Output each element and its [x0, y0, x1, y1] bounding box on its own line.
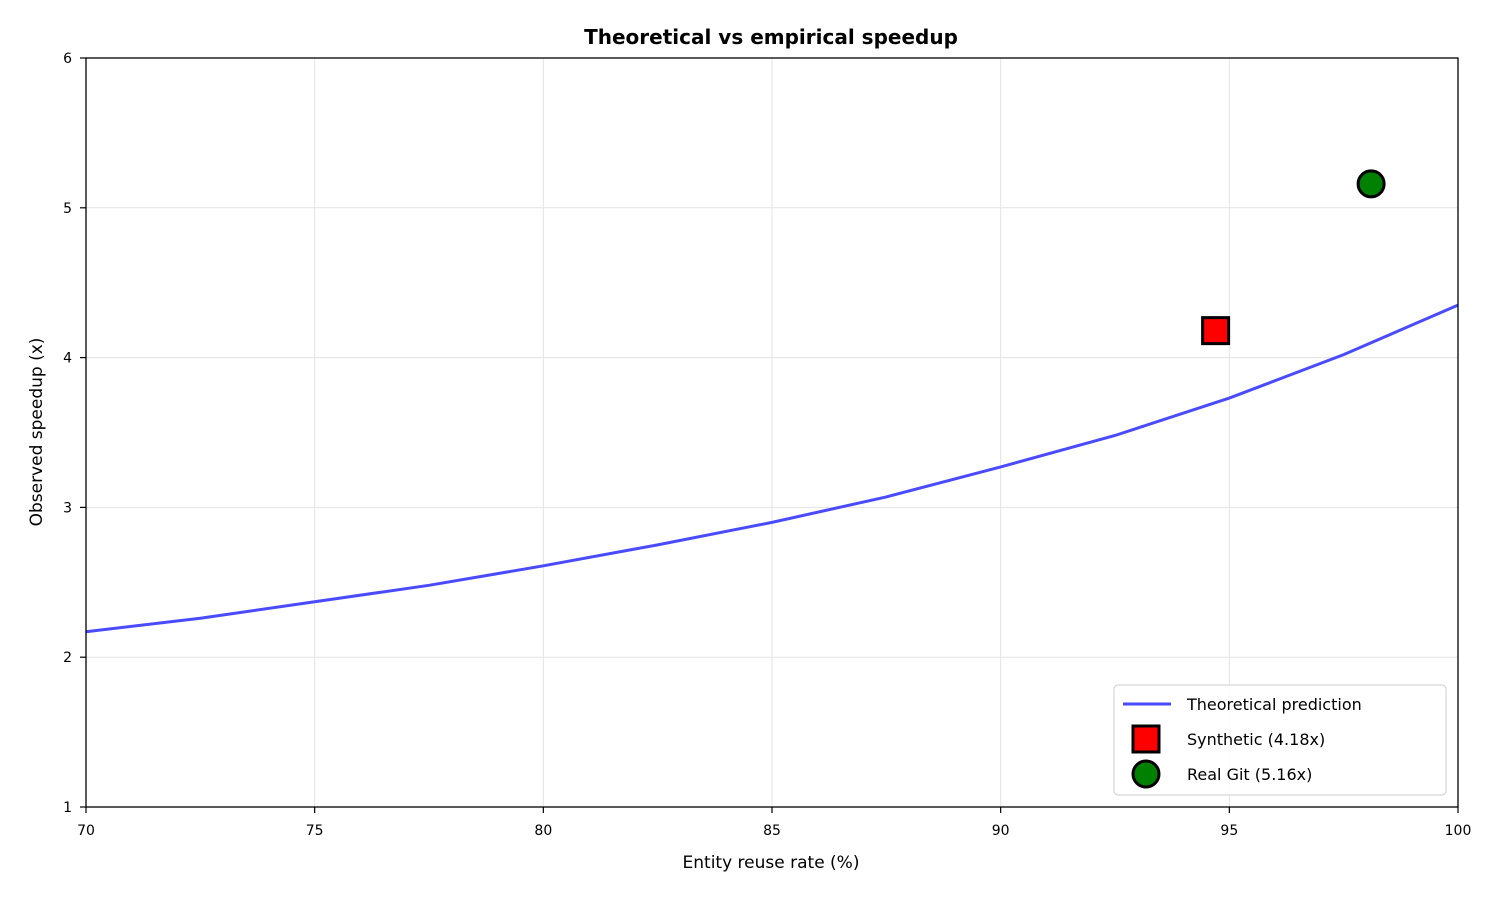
y-tick-label: 5 [63, 201, 72, 217]
x-tick-label: 85 [763, 823, 781, 839]
x-tick-label: 70 [77, 823, 95, 839]
x-tick-label: 90 [992, 823, 1010, 839]
legend-square-swatch [1131, 724, 1161, 754]
y-tick-label: 4 [63, 351, 72, 367]
y-tick-label: 6 [63, 51, 72, 67]
x-tick-label: 100 [1445, 823, 1472, 839]
legend: Theoretical prediction Synthetic (4.18x) R… [1113, 684, 1447, 796]
x-tick-label: 75 [306, 823, 324, 839]
x-tick-label: 80 [534, 823, 552, 839]
real-git-point [1356, 169, 1386, 199]
y-tick-label: 1 [63, 800, 72, 816]
legend-label: Theoretical prediction [1186, 695, 1362, 714]
legend-box [1113, 684, 1447, 796]
synthetic-point [1201, 316, 1231, 346]
legend-label: Real Git (5.16x) [1187, 765, 1312, 784]
legend-label: Synthetic (4.18x) [1187, 730, 1325, 749]
x-axis-title: Entity reuse rate (%) [683, 853, 860, 873]
theoretical-prediction-line [85, 303, 1459, 634]
y-tick-label: 2 [63, 650, 72, 666]
x-tick-label: 95 [1220, 823, 1238, 839]
legend-circle-swatch [1131, 759, 1161, 789]
y-tick-label: 3 [63, 500, 72, 516]
chart-title: Theoretical vs empirical speedup [584, 25, 958, 49]
y-axis-title: Observed speedup (x) [27, 338, 47, 527]
